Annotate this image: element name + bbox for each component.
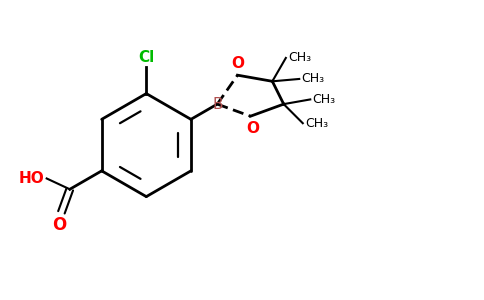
Text: CH₃: CH₃ [288,51,311,64]
Text: HO: HO [18,171,44,186]
Text: Cl: Cl [138,50,154,64]
Text: O: O [246,121,259,136]
Text: O: O [231,56,244,71]
Text: CH₃: CH₃ [313,93,336,106]
Text: CH₃: CH₃ [302,73,325,85]
Text: CH₃: CH₃ [305,117,328,130]
Text: O: O [52,216,66,234]
Text: B: B [212,97,223,112]
